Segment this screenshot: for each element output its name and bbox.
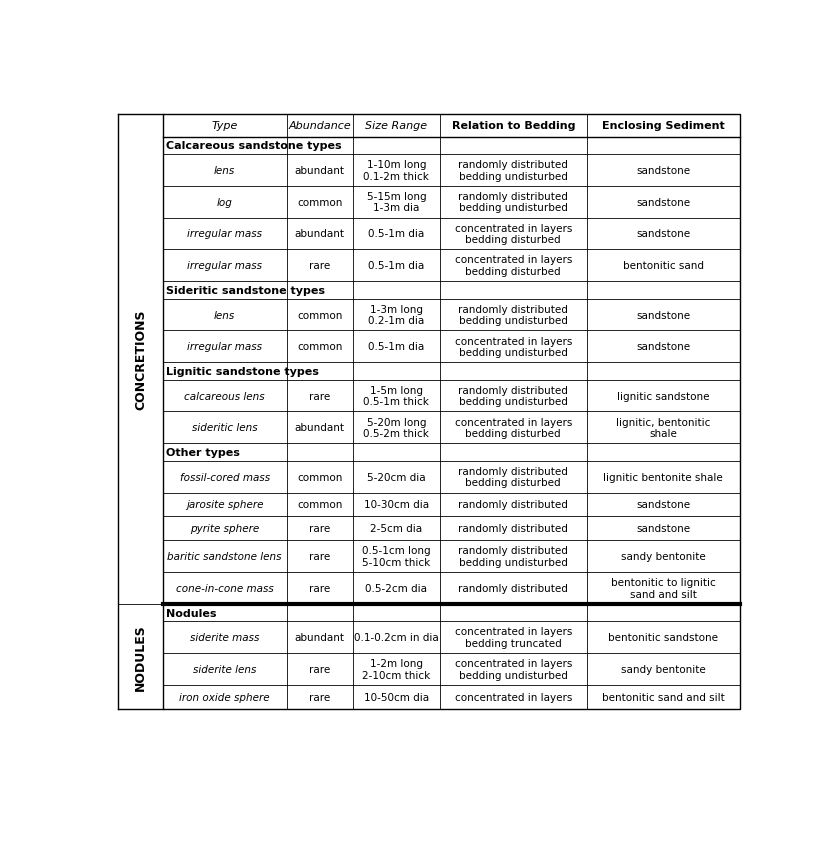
Text: randomly distributed: randomly distributed	[458, 523, 568, 533]
Text: concentrated in layers: concentrated in layers	[454, 692, 572, 702]
Text: Nodules: Nodules	[165, 608, 216, 618]
Bar	[163, 115, 740, 709]
Text: lens: lens	[214, 310, 235, 320]
Text: randomly distributed
bedding undisturbed: randomly distributed bedding undisturbed	[458, 546, 568, 567]
Text: randomly distributed
bedding undisturbed: randomly distributed bedding undisturbed	[458, 192, 568, 214]
Text: Relation to Bedding: Relation to Bedding	[452, 122, 575, 131]
Text: 5-15m long
1-3m dia: 5-15m long 1-3m dia	[367, 192, 426, 214]
Text: concentrated in layers
bedding disturbed: concentrated in layers bedding disturbed	[454, 417, 572, 439]
Text: 10-30cm dia: 10-30cm dia	[364, 500, 429, 510]
Text: common: common	[297, 197, 342, 208]
Text: sandstone: sandstone	[636, 197, 691, 208]
Text: bentonitic sand: bentonitic sand	[623, 261, 704, 271]
Text: Size Range: Size Range	[365, 122, 428, 131]
Text: concentrated in layers
bedding undisturbed: concentrated in layers bedding undisturb…	[454, 658, 572, 680]
Text: iron oxide sphere: iron oxide sphere	[180, 692, 270, 702]
Text: irregular mass: irregular mass	[187, 261, 262, 271]
Text: common: common	[297, 472, 342, 482]
Text: 1-2m long
2-10cm thick: 1-2m long 2-10cm thick	[362, 658, 431, 680]
Text: bentonitic sandstone: bentonitic sandstone	[609, 632, 718, 642]
Text: lens: lens	[214, 165, 235, 176]
Text: rare: rare	[309, 664, 331, 674]
Text: Calcareous sandstone types: Calcareous sandstone types	[165, 141, 342, 151]
Text: pyrite sphere: pyrite sphere	[190, 523, 259, 533]
Text: common: common	[297, 500, 342, 510]
Text: 1-10m long
0.1-2m thick: 1-10m long 0.1-2m thick	[363, 160, 429, 181]
Text: bentonitic to lignitic
sand and silt: bentonitic to lignitic sand and silt	[611, 577, 716, 599]
Text: concentrated in layers
bedding truncated: concentrated in layers bedding truncated	[454, 626, 572, 648]
Text: irregular mass: irregular mass	[187, 342, 262, 352]
Text: siderite lens: siderite lens	[193, 664, 256, 674]
Text: Abundance: Abundance	[288, 122, 352, 131]
Text: 0.5-1cm long
5-10cm thick: 0.5-1cm long 5-10cm thick	[362, 546, 431, 567]
Text: common: common	[297, 342, 342, 352]
Text: 5-20cm dia: 5-20cm dia	[367, 472, 426, 482]
Text: sandstone: sandstone	[636, 165, 691, 176]
Text: sandstone: sandstone	[636, 500, 691, 510]
Text: sandstone: sandstone	[636, 230, 691, 239]
Text: sandy bentonite: sandy bentonite	[621, 664, 706, 674]
Text: Sideritic sandstone types: Sideritic sandstone types	[165, 285, 325, 295]
Text: fossil-cored mass: fossil-cored mass	[180, 472, 270, 482]
Text: 1-3m long
0.2-1m dia: 1-3m long 0.2-1m dia	[368, 305, 424, 326]
Text: sandstone: sandstone	[636, 310, 691, 320]
Text: randomly distributed
bedding disturbed: randomly distributed bedding disturbed	[458, 466, 568, 488]
Text: CONCRETIONS: CONCRETIONS	[134, 310, 147, 410]
Text: Other types: Other types	[165, 447, 240, 457]
Text: rare: rare	[309, 261, 331, 271]
Text: rare: rare	[309, 551, 331, 561]
Text: log: log	[216, 197, 232, 208]
Text: concentrated in layers
bedding disturbed: concentrated in layers bedding disturbed	[454, 255, 572, 277]
Text: 0.5-1m dia: 0.5-1m dia	[368, 261, 424, 271]
Text: lignitic bentonite shale: lignitic bentonite shale	[604, 472, 723, 482]
Text: 5-20m long
0.5-2m thick: 5-20m long 0.5-2m thick	[363, 417, 429, 439]
Text: baritic sandstone lens: baritic sandstone lens	[167, 551, 282, 561]
Text: 0.1-0.2cm in dia: 0.1-0.2cm in dia	[354, 632, 438, 642]
Text: common: common	[297, 310, 342, 320]
Text: abundant: abundant	[295, 632, 345, 642]
Text: randomly distributed: randomly distributed	[458, 583, 568, 593]
Text: 1-5m long
0.5-1m thick: 1-5m long 0.5-1m thick	[363, 386, 429, 407]
Text: Enclosing Sediment: Enclosing Sediment	[602, 122, 725, 131]
Text: cone-in-cone mass: cone-in-cone mass	[175, 583, 273, 593]
Text: jarosite sphere: jarosite sphere	[186, 500, 263, 510]
Text: Type: Type	[211, 122, 238, 131]
Text: randomly distributed
bedding undisturbed: randomly distributed bedding undisturbed	[458, 386, 568, 407]
Text: concentrated in layers
bedding disturbed: concentrated in layers bedding disturbed	[454, 224, 572, 245]
Text: abundant: abundant	[295, 423, 345, 433]
Text: concentrated in layers
bedding undisturbed: concentrated in layers bedding undisturb…	[454, 336, 572, 358]
Text: sandstone: sandstone	[636, 523, 691, 533]
Text: irregular mass: irregular mass	[187, 230, 262, 239]
Text: randomly distributed
bedding undisturbed: randomly distributed bedding undisturbed	[458, 160, 568, 181]
Text: NODULES: NODULES	[134, 623, 147, 690]
Text: sandy bentonite: sandy bentonite	[621, 551, 706, 561]
Text: lignitic sandstone: lignitic sandstone	[617, 391, 710, 401]
Text: 0.5-1m dia: 0.5-1m dia	[368, 342, 424, 352]
Text: abundant: abundant	[295, 165, 345, 176]
Text: lignitic, bentonitic
shale: lignitic, bentonitic shale	[616, 417, 711, 439]
Text: rare: rare	[309, 391, 331, 401]
Text: rare: rare	[309, 692, 331, 702]
Text: 0.5-1m dia: 0.5-1m dia	[368, 230, 424, 239]
Text: sandstone: sandstone	[636, 342, 691, 352]
Text: abundant: abundant	[295, 230, 345, 239]
Text: bentonitic sand and silt: bentonitic sand and silt	[602, 692, 725, 702]
Text: Lignitic sandstone types: Lignitic sandstone types	[165, 366, 318, 376]
Text: randomly distributed
bedding undisturbed: randomly distributed bedding undisturbed	[458, 305, 568, 326]
Text: randomly distributed: randomly distributed	[458, 500, 568, 510]
Text: calcareous lens: calcareous lens	[185, 391, 265, 401]
Text: 0.5-2cm dia: 0.5-2cm dia	[366, 583, 428, 593]
Text: sideritic lens: sideritic lens	[192, 423, 257, 433]
Text: 2-5cm dia: 2-5cm dia	[370, 523, 423, 533]
Text: rare: rare	[309, 583, 331, 593]
Text: rare: rare	[309, 523, 331, 533]
Text: 10-50cm dia: 10-50cm dia	[364, 692, 429, 702]
Text: siderite mass: siderite mass	[190, 632, 259, 642]
